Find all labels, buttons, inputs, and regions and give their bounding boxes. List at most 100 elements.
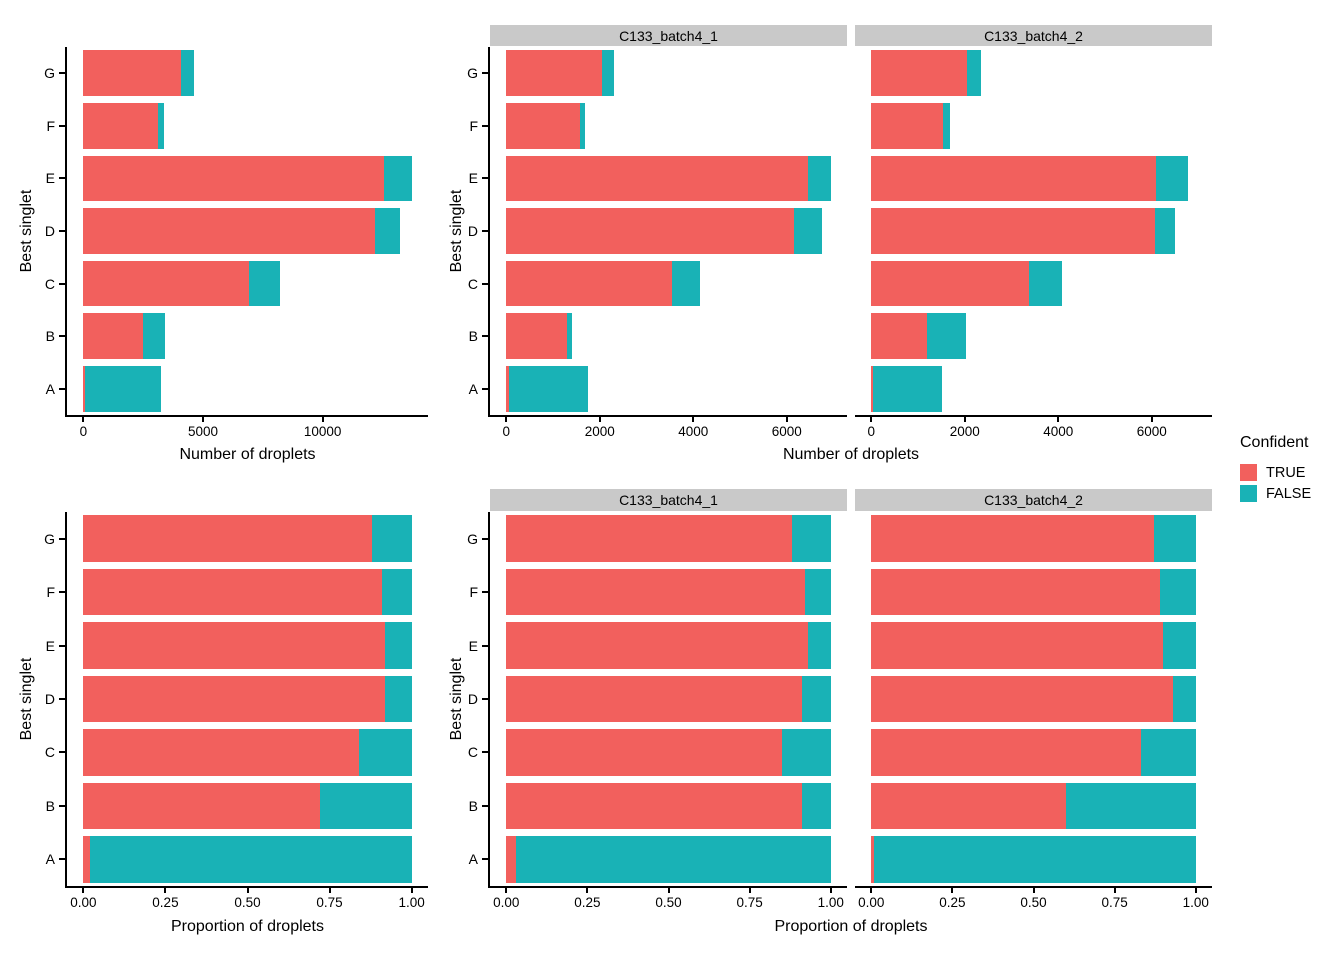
category-label: B — [468, 797, 478, 814]
bar-segment-true — [506, 50, 603, 97]
facet-strip: C133_batch4_1 — [490, 489, 847, 511]
bar-segment-false — [508, 365, 588, 412]
y-tick — [482, 282, 488, 285]
category-label: A — [45, 380, 55, 397]
bar-segment-true — [506, 313, 567, 359]
x-tick-label: 0.75 — [1101, 895, 1128, 910]
bar-segment-true — [83, 622, 386, 669]
bar-segment-false — [85, 365, 162, 412]
legend-label: FALSE — [1266, 485, 1312, 502]
x-tick — [598, 417, 601, 422]
bar-segment-false — [383, 155, 412, 202]
bar-segment-true — [871, 365, 873, 412]
category-label: E — [45, 170, 55, 187]
y-tick — [59, 230, 65, 232]
bar-segment-false — [1163, 622, 1196, 669]
x-axis-title: Number of droplets — [179, 446, 316, 463]
x-tick — [748, 888, 751, 893]
x-tick — [505, 417, 508, 422]
bar-segment-true — [506, 102, 580, 149]
x-tick-label: 0 — [502, 424, 510, 439]
x-axis-line — [488, 415, 847, 417]
category-label: G — [44, 530, 55, 547]
x-tick — [1032, 888, 1035, 893]
bar-segment-false — [1029, 260, 1063, 307]
y-tick — [59, 124, 65, 127]
bar-segment-false — [804, 568, 831, 616]
x-tick-label: 0.25 — [939, 895, 966, 910]
x-tick — [586, 888, 589, 893]
bar-segment-false — [382, 568, 412, 616]
bar-segment-false — [157, 102, 164, 149]
bar-segment-false — [872, 365, 942, 412]
bar-segment-false — [566, 313, 573, 359]
bar-segment-true — [83, 568, 383, 616]
bar-segment-false — [874, 836, 1196, 883]
y-tick — [59, 72, 65, 75]
x-tick — [1150, 417, 1153, 422]
x-tick-label: 6000 — [771, 424, 802, 439]
legend-label: TRUE — [1266, 464, 1306, 481]
bar-segment-false — [142, 313, 166, 359]
bar-segment-true — [83, 365, 86, 412]
y-tick — [482, 751, 488, 754]
bar-segment-false — [793, 208, 822, 254]
x-tick-label: 5000 — [187, 424, 219, 439]
bar-segment-false — [248, 260, 281, 307]
y-tick — [482, 858, 488, 861]
bar-segment-false — [1154, 208, 1176, 254]
bar-segment-false — [375, 208, 401, 254]
bar-segment-true — [83, 50, 182, 97]
legend-item: FALSE — [1240, 485, 1311, 502]
bar-segment-true — [871, 208, 1155, 254]
y-axis-line — [488, 512, 490, 888]
category-label: D — [44, 223, 55, 239]
bar-segment-true — [506, 675, 802, 723]
x-tick — [951, 888, 954, 893]
x-tick-label: 2000 — [584, 424, 615, 439]
bar-segment-true — [871, 102, 943, 149]
x-tick — [246, 888, 249, 893]
y-tick — [482, 804, 488, 807]
x-tick-label: 0.50 — [234, 895, 261, 910]
x-tick-label: 1.00 — [398, 895, 425, 910]
bar-segment-true — [871, 155, 1157, 202]
category-label: E — [45, 637, 55, 654]
category-label: B — [45, 797, 55, 814]
bar-segment-true — [871, 675, 1174, 723]
x-tick-label: 0.00 — [858, 895, 885, 910]
category-label: G — [44, 65, 55, 82]
x-tick-label: 0.50 — [655, 895, 682, 910]
y-tick — [59, 387, 65, 390]
y-tick — [482, 177, 488, 180]
y-tick — [482, 387, 488, 390]
bar-segment-false — [791, 515, 831, 562]
bar-segment-true — [871, 313, 928, 359]
x-axis-line — [65, 415, 428, 417]
x-axis-line — [855, 415, 1212, 417]
bar-segment-false — [671, 260, 700, 307]
y-tick — [59, 644, 65, 647]
x-tick-label: 0.25 — [152, 895, 179, 910]
facet-strip: C133_batch4_1 — [490, 25, 847, 46]
x-tick-label: 10000 — [303, 424, 342, 439]
bar-segment-false — [359, 729, 412, 776]
x-axis-title: Proportion of droplets — [774, 918, 928, 935]
x-tick — [321, 417, 324, 422]
bar-segment-true — [83, 836, 90, 883]
y-axis-line — [65, 47, 67, 417]
x-tick — [505, 888, 508, 893]
x-tick — [870, 888, 873, 893]
bar-segment-false — [1173, 675, 1196, 723]
category-label: E — [468, 637, 478, 654]
x-tick-label: 0.75 — [736, 895, 763, 910]
bar-segment-true — [83, 729, 360, 776]
bar-segment-true — [871, 568, 1161, 616]
category-label: C — [467, 275, 478, 292]
category-label: G — [467, 530, 478, 547]
x-tick-label: 2000 — [949, 424, 980, 439]
bar-segment-false — [927, 313, 966, 359]
bar-segment-true — [871, 50, 968, 97]
